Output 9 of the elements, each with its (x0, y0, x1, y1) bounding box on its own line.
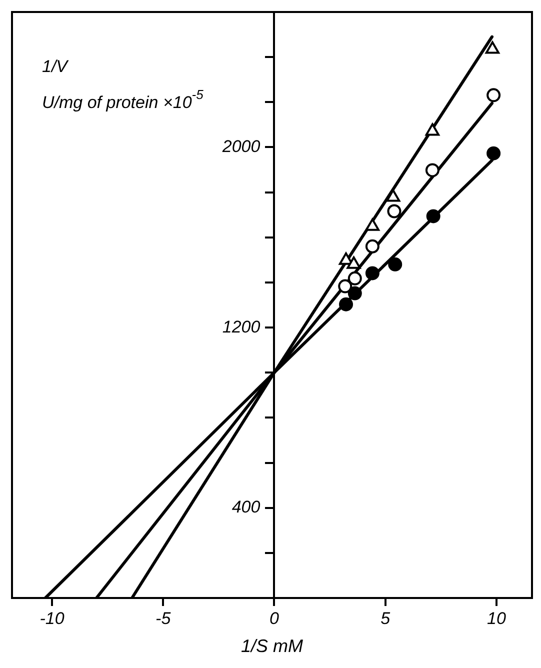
x-tick-label: 10 (486, 608, 506, 628)
x-tick-label: 5 (380, 608, 391, 628)
x-tick-label: -10 (40, 608, 65, 628)
y-tick-label: 1200 (222, 317, 261, 336)
y-tick-label: 400 (232, 498, 261, 517)
y-tick-label: 2000 (221, 136, 261, 156)
x-axis-title: 1/S mM (240, 636, 304, 656)
x-tick-label: 0 (269, 608, 280, 628)
x-tick-label: -5 (156, 608, 172, 628)
